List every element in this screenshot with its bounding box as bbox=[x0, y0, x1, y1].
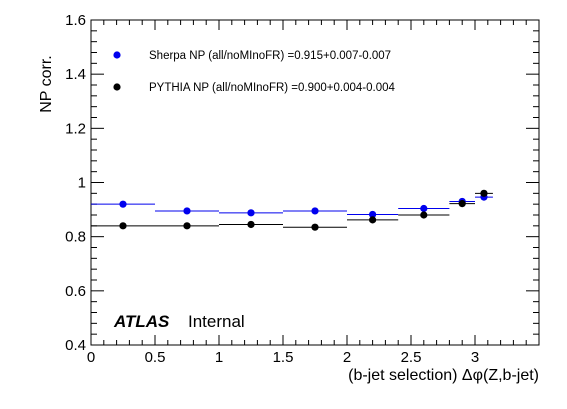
data-point bbox=[420, 204, 428, 213]
data-point bbox=[420, 211, 428, 219]
legend-label: Sherpa NP (all/noMInoFR) =0.915+0.007-0.… bbox=[149, 50, 391, 62]
data-point bbox=[119, 200, 127, 208]
y-tick-label: 1.2 bbox=[65, 120, 86, 137]
x-tick-label: 0.5 bbox=[145, 349, 166, 366]
data-point bbox=[369, 216, 377, 224]
data-point bbox=[183, 207, 191, 215]
y-tick-label: 1 bbox=[78, 175, 86, 192]
x-axis-title: (b-jet selection) Δφ(Z,b-jet) bbox=[348, 367, 539, 384]
atlas-label: ATLAS bbox=[113, 312, 170, 331]
x-tick-label: 1.5 bbox=[273, 349, 294, 366]
data-point bbox=[183, 222, 191, 230]
series-pythia bbox=[91, 189, 493, 231]
x-tick-label: 0 bbox=[87, 349, 95, 366]
y-tick-label: 0.8 bbox=[65, 229, 86, 246]
data-point bbox=[458, 200, 466, 208]
data-point bbox=[311, 207, 319, 215]
axis-ticks bbox=[90, 19, 539, 346]
tick-labels: 0 0.5 1 1.5 2 2.5 3 0.4 0.6 0.8 1 1.2 1.4 1.6 bbox=[65, 12, 479, 366]
x-tick-label: 1 bbox=[215, 349, 223, 366]
internal-label: Internal bbox=[188, 312, 245, 331]
series-sherpa bbox=[91, 193, 493, 219]
x-tick-label: 3 bbox=[471, 349, 479, 366]
data-point bbox=[369, 210, 377, 219]
y-tick-label: 0.6 bbox=[65, 283, 86, 300]
legend-marker bbox=[113, 51, 121, 59]
plot-frame bbox=[90, 19, 540, 346]
data-point bbox=[119, 222, 127, 230]
data-point bbox=[247, 220, 255, 229]
data-point bbox=[480, 189, 488, 197]
y-axis-title: NP corr. bbox=[38, 55, 55, 113]
y-tick-label: 1.4 bbox=[65, 66, 86, 83]
y-tick-label: 1.6 bbox=[65, 12, 86, 29]
data-point bbox=[311, 223, 319, 231]
series-layer bbox=[91, 189, 493, 231]
data-point bbox=[247, 209, 255, 217]
legend-label: PYTHIA NP (all/noMInoFR) =0.900+0.004-0.… bbox=[149, 82, 396, 94]
legend: Sherpa NP (all/noMInoFR) =0.915+0.007-0.… bbox=[113, 50, 396, 94]
legend-marker bbox=[113, 83, 121, 91]
x-tick-label: 2 bbox=[343, 349, 351, 366]
x-tick-label: 2.5 bbox=[401, 349, 422, 366]
y-tick-label: 0.4 bbox=[65, 337, 86, 354]
